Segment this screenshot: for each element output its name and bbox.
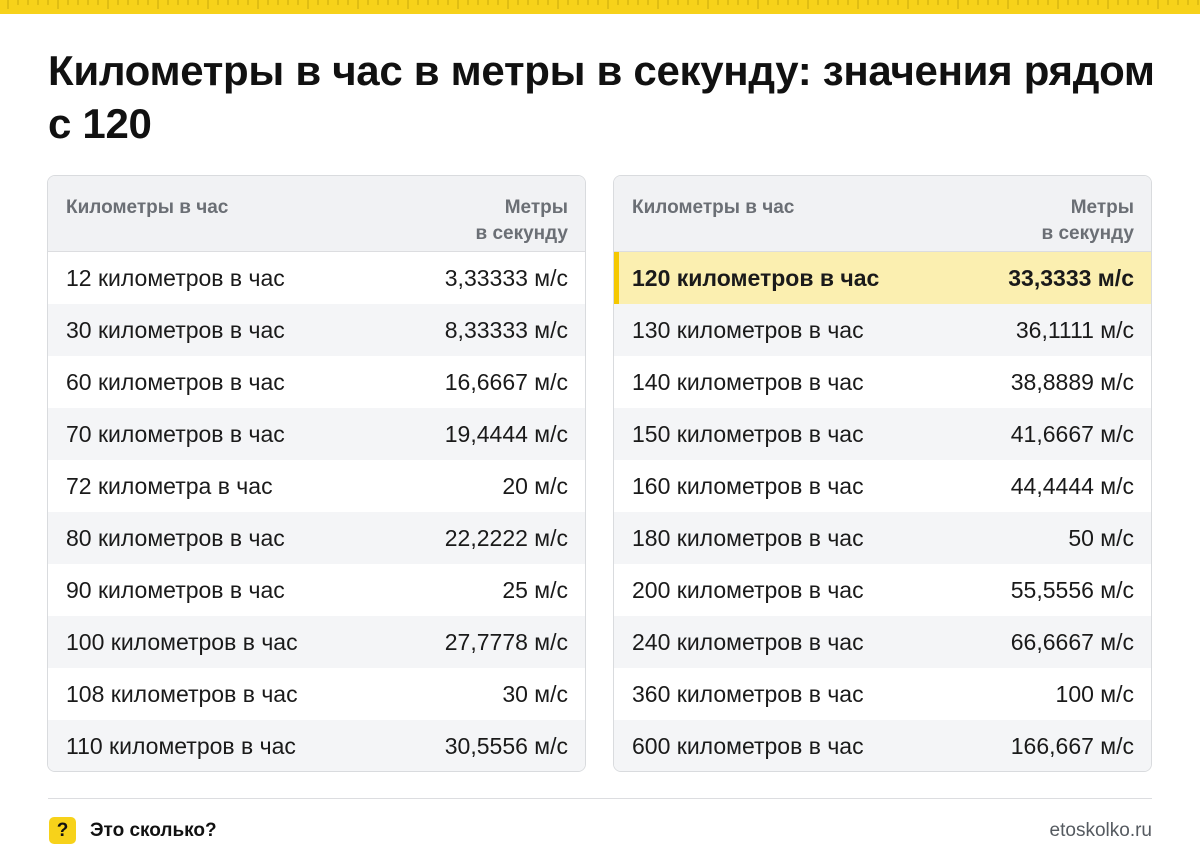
cell-kmh: 108 километров в час: [66, 680, 298, 707]
cell-kmh: 200 километров в час: [632, 576, 864, 603]
table-row: 80 километров в час 22,2222 м/с: [48, 512, 585, 564]
table-row: 100 километров в час 27,7778 м/с: [48, 616, 585, 668]
header-kmh: Километры в час: [632, 197, 795, 218]
table-header: Километры в час Метры в секунду: [614, 176, 1151, 252]
cell-kmh: 150 километров в час: [632, 420, 864, 447]
cell-ms: 166,667 м/с: [1010, 732, 1134, 759]
table-row: 12 километров в час 3,33333 м/с: [48, 252, 585, 304]
header-ms: Метры в секунду: [1041, 195, 1134, 251]
table-row: 110 километров в час 30,5556 м/с: [48, 720, 585, 771]
brand-name: Это сколько?: [90, 820, 217, 841]
cell-ms: 41,6667 м/с: [1010, 420, 1134, 447]
cell-ms: 36,1111 м/с: [1015, 316, 1134, 343]
cell-ms: 8,33333 м/с: [444, 316, 568, 343]
cell-ms: 20 м/с: [502, 472, 568, 499]
cell-ms: 27,7778 м/с: [444, 628, 568, 655]
cell-kmh: 90 километров в час: [66, 576, 285, 603]
header-kmh: Километры в час: [66, 197, 229, 218]
cell-ms: 3,33333 м/с: [444, 264, 568, 291]
cell-ms: 50 м/с: [1068, 524, 1134, 551]
cell-kmh: 180 километров в час: [632, 524, 864, 551]
table-body: 120 километров в час 33,3333 м/с 130 килом…: [614, 252, 1151, 771]
question-icon: ?: [49, 817, 76, 844]
table-row: 160 километров в час 44,4444 м/с: [614, 460, 1151, 512]
cell-ms: 33,3333 м/с: [1008, 264, 1134, 291]
header-ms-line2: в секунду: [475, 223, 568, 244]
table-row: 60 километров в час 16,6667 м/с: [48, 356, 585, 408]
cell-kmh: 70 километров в час: [66, 420, 285, 447]
cell-ms: 55,5556 м/с: [1010, 576, 1134, 603]
cell-kmh: 140 километров в час: [632, 368, 864, 395]
cell-ms: 16,6667 м/с: [444, 368, 568, 395]
cell-ms: 25 м/с: [502, 576, 568, 603]
cell-ms: 66,6667 м/с: [1010, 628, 1134, 655]
table-row: 108 километров в час 30 м/с: [48, 668, 585, 720]
cell-ms: 44,4444 м/с: [1010, 472, 1134, 499]
cell-kmh: 120 километров в час: [632, 264, 880, 291]
table-row: 90 километров в час 25 м/с: [48, 564, 585, 616]
table-header: Километры в час Метры в секунду: [48, 176, 585, 252]
table-row: 200 километров в час 55,5556 м/с: [614, 564, 1151, 616]
table-row: 360 километров в час 100 м/с: [614, 668, 1151, 720]
header-ms-line2: в секунду: [1041, 223, 1134, 244]
table-row: 140 километров в час 38,8889 м/с: [614, 356, 1151, 408]
conversion-table-right: Километры в час Метры в секунду 120 кило…: [613, 175, 1152, 772]
header-ms: Метры в секунду: [475, 195, 568, 251]
header-ms-line1: Метры: [504, 197, 568, 218]
site-link[interactable]: etoskolko.ru: [1049, 820, 1152, 841]
cell-ms: 100 м/с: [1055, 680, 1134, 707]
cell-ms: 30,5556 м/с: [444, 732, 568, 759]
conversion-table-left: Километры в час Метры в секунду 12 килом…: [47, 175, 586, 772]
table-row-highlighted: 120 километров в час 33,3333 м/с: [614, 252, 1151, 304]
cell-kmh: 600 километров в час: [632, 732, 864, 759]
cell-kmh: 72 километра в час: [66, 472, 273, 499]
cell-kmh: 60 километров в час: [66, 368, 285, 395]
cell-ms: 22,2222 м/с: [444, 524, 568, 551]
table-row: 240 километров в час 66,6667 м/с: [614, 616, 1151, 668]
cell-ms: 19,4444 м/с: [444, 420, 568, 447]
table-row: 70 километров в час 19,4444 м/с: [48, 408, 585, 460]
cell-ms: 30 м/с: [502, 680, 568, 707]
table-body: 12 километров в час 3,33333 м/с 30 километ…: [48, 252, 585, 771]
cell-kmh: 100 километров в час: [66, 628, 298, 655]
table-row: 150 километров в час 41,6667 м/с: [614, 408, 1151, 460]
cell-kmh: 240 километров в час: [632, 628, 864, 655]
cell-kmh: 360 километров в час: [632, 680, 864, 707]
footer-divider: [48, 798, 1152, 799]
table-row: 600 километров в час 166,667 м/с: [614, 720, 1151, 771]
page-title: Километры в час в метры в секунду: значе…: [48, 47, 1155, 147]
cell-kmh: 110 километров в час: [66, 732, 296, 759]
ruler-ticks: [7, 0, 1199, 9]
table-row: 30 километров в час 8,33333 м/с: [48, 304, 585, 356]
header-ms-line1: Метры: [1070, 197, 1134, 218]
ruler-strip: [0, 0, 1200, 14]
cell-kmh: 80 километров в час: [66, 524, 285, 551]
table-row: 130 километров в час 36,1111 м/с: [614, 304, 1151, 356]
cell-kmh: 12 километров в час: [66, 264, 285, 291]
cell-ms: 38,8889 м/с: [1010, 368, 1134, 395]
cell-kmh: 160 километров в час: [632, 472, 864, 499]
cell-kmh: 130 километров в час: [632, 316, 864, 343]
table-row: 180 километров в час 50 м/с: [614, 512, 1151, 564]
cell-kmh: 30 километров в час: [66, 316, 285, 343]
table-row: 72 километра в час 20 м/с: [48, 460, 585, 512]
